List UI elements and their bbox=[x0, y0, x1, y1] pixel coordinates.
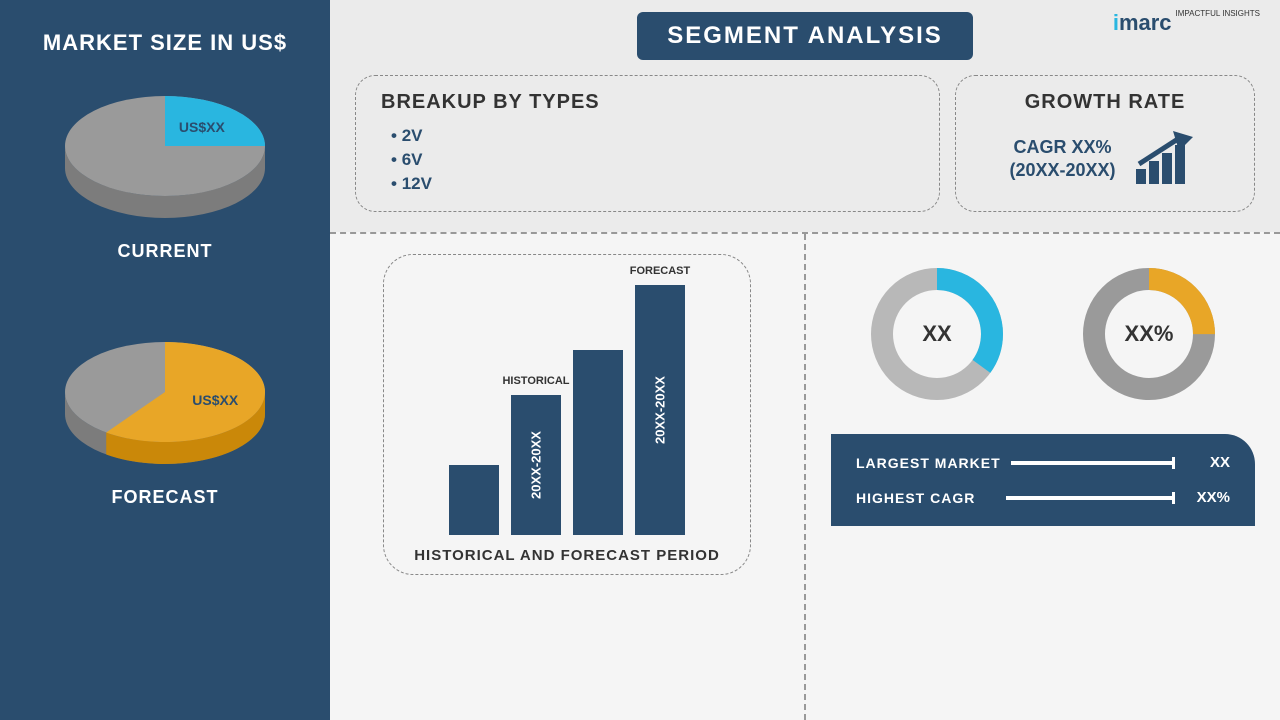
pie-current: US$XX CURRENT bbox=[55, 86, 275, 262]
header: imarcIMPACTFUL INSIGHTS SEGMENT ANALYSIS… bbox=[330, 0, 1280, 232]
pie-forecast-label: FORECAST bbox=[112, 487, 219, 508]
bar-in-label: 20XX-20XX bbox=[528, 431, 543, 499]
bar: HISTORICAL20XX-20XX bbox=[511, 395, 561, 535]
info-value: XX bbox=[1185, 454, 1230, 471]
pie-current-label: CURRENT bbox=[118, 241, 213, 262]
info-label: HIGHEST CAGR bbox=[856, 490, 996, 506]
donut: XX bbox=[862, 259, 1012, 409]
main-content: imarcIMPACTFUL INSIGHTS SEGMENT ANALYSIS… bbox=[330, 0, 1280, 720]
logo-text: marc bbox=[1119, 10, 1172, 35]
stats-panel: XX XX% LARGEST MARKET XX HIGHEST CAGR XX% bbox=[806, 234, 1280, 720]
growth-icon bbox=[1131, 129, 1201, 189]
info-row: LARGEST MARKET XX bbox=[856, 454, 1230, 471]
cagr-line1: CAGR XX% bbox=[1009, 136, 1115, 159]
donut-center: XX bbox=[922, 321, 951, 347]
info-card: LARGEST MARKET XX HIGHEST CAGR XX% bbox=[831, 434, 1255, 526]
chart-caption: HISTORICAL AND FORECAST PERIOD bbox=[414, 547, 720, 564]
bar bbox=[573, 350, 623, 535]
type-item: 2V bbox=[391, 124, 914, 148]
bar-chart: HISTORICAL20XX-20XXFORECAST20XX-20XX bbox=[449, 275, 685, 535]
growth-box: GROWTH RATE CAGR XX% (20XX-20XX) bbox=[955, 75, 1255, 212]
bar-top-label: HISTORICAL bbox=[502, 375, 569, 387]
types-heading: BREAKUP BY TYPES bbox=[381, 91, 914, 114]
type-item: 12V bbox=[391, 172, 914, 196]
sidebar-title: MARKET SIZE IN US$ bbox=[43, 30, 287, 56]
cagr-text: CAGR XX% (20XX-20XX) bbox=[1009, 136, 1115, 183]
top-section: BREAKUP BY TYPES 2V6V12V GROWTH RATE CAG… bbox=[330, 75, 1280, 232]
bar-top-label: FORECAST bbox=[630, 265, 691, 277]
bottom-section: HISTORICAL20XX-20XXFORECAST20XX-20XX HIS… bbox=[330, 232, 1280, 720]
logo: imarcIMPACTFUL INSIGHTS bbox=[1113, 10, 1260, 36]
donuts: XX XX% bbox=[831, 259, 1255, 409]
sidebar: MARKET SIZE IN US$ US$XX CURRENT US$XX F… bbox=[0, 0, 330, 720]
title-badge: SEGMENT ANALYSIS bbox=[637, 12, 973, 60]
info-label: LARGEST MARKET bbox=[856, 455, 1001, 471]
donut: XX% bbox=[1074, 259, 1224, 409]
bar-in-label: 20XX-20XX bbox=[652, 376, 667, 444]
logo-tagline: IMPACTFUL INSIGHTS bbox=[1176, 10, 1260, 18]
donut-center: XX% bbox=[1125, 321, 1174, 347]
info-value: XX% bbox=[1185, 489, 1230, 506]
pie-forecast: US$XX FORECAST bbox=[55, 332, 275, 508]
type-list: 2V6V12V bbox=[381, 124, 914, 196]
info-bar bbox=[1011, 461, 1175, 465]
chart-box: HISTORICAL20XX-20XXFORECAST20XX-20XX HIS… bbox=[383, 254, 751, 575]
bar bbox=[449, 465, 499, 535]
chart-panel: HISTORICAL20XX-20XXFORECAST20XX-20XX HIS… bbox=[330, 234, 806, 720]
info-row: HIGHEST CAGR XX% bbox=[856, 489, 1230, 506]
cagr-line2: (20XX-20XX) bbox=[1009, 159, 1115, 182]
info-bar bbox=[1006, 496, 1175, 500]
bar: FORECAST20XX-20XX bbox=[635, 285, 685, 535]
type-item: 6V bbox=[391, 148, 914, 172]
types-box: BREAKUP BY TYPES 2V6V12V bbox=[355, 75, 940, 212]
growth-heading: GROWTH RATE bbox=[1025, 91, 1186, 114]
